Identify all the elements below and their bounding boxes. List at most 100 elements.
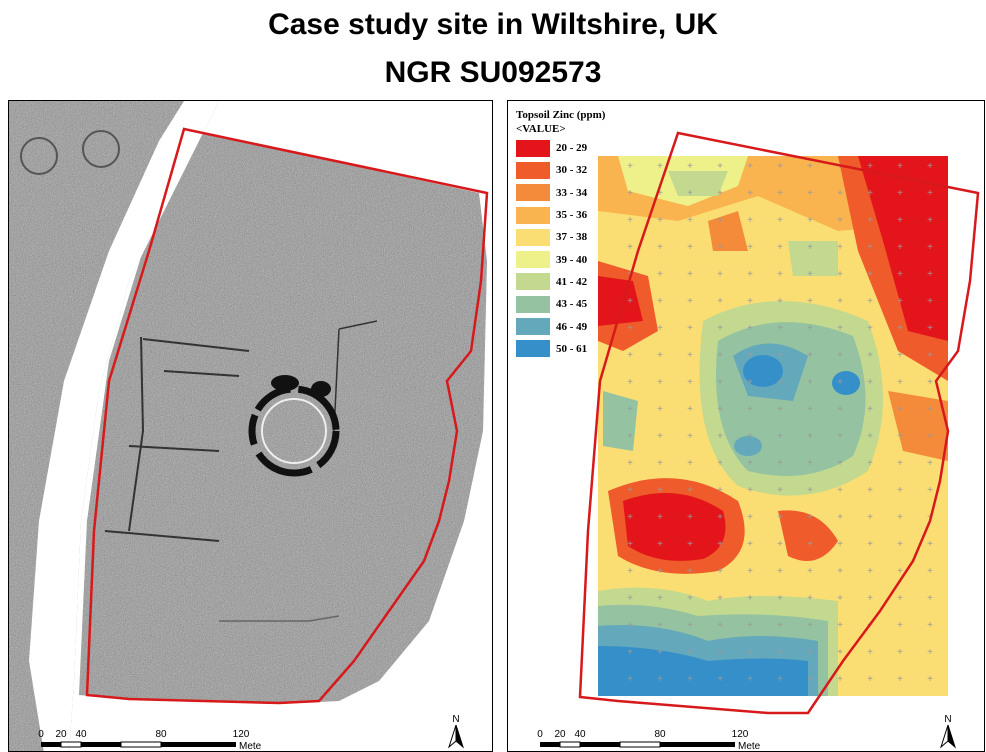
- sample-point: +: [717, 593, 723, 604]
- sample-point: +: [867, 431, 873, 442]
- sample-point: +: [867, 215, 873, 226]
- sample-point: +: [837, 404, 843, 415]
- sample-point: +: [837, 566, 843, 577]
- sample-point: +: [897, 674, 903, 685]
- sample-point: +: [927, 404, 933, 415]
- sample-point: +: [687, 188, 693, 199]
- sample-point: +: [717, 431, 723, 442]
- north-label: N: [452, 714, 459, 725]
- road-gap: [29, 101, 219, 751]
- sample-point: +: [927, 539, 933, 550]
- sample-point: +: [807, 296, 813, 307]
- sample-point: +: [747, 647, 753, 658]
- legend-swatch: [516, 139, 550, 157]
- sample-point: +: [807, 593, 813, 604]
- scale-tick-40-right: 40: [574, 729, 586, 740]
- sample-point: +: [837, 539, 843, 550]
- sample-point: +: [717, 539, 723, 550]
- sample-point: +: [687, 485, 693, 496]
- sample-point: +: [927, 674, 933, 685]
- sample-point: +: [837, 350, 843, 361]
- sample-point: +: [717, 215, 723, 226]
- scale-tick-80: 80: [155, 729, 167, 740]
- site-boundary-zinc: [578, 131, 980, 715]
- sample-point: +: [837, 215, 843, 226]
- sample-point: +: [837, 647, 843, 658]
- zinc-contours: [598, 156, 948, 696]
- legend-label: 37 - 38: [556, 231, 588, 244]
- legend-class-9: 50 - 61: [516, 338, 605, 360]
- sample-point: +: [747, 215, 753, 226]
- sample-point: +: [717, 323, 723, 334]
- sample-point: +: [777, 593, 783, 604]
- legend-label: 35 - 36: [556, 209, 588, 222]
- sample-point: +: [627, 674, 633, 685]
- legend-class-8: 46 - 49: [516, 315, 605, 337]
- sample-point: +: [807, 512, 813, 523]
- sample-point: +: [777, 323, 783, 334]
- sample-point: +: [777, 242, 783, 253]
- sample-point: +: [897, 350, 903, 361]
- sample-point: +: [657, 647, 663, 658]
- sample-point: +: [627, 161, 633, 172]
- sample-point: +: [687, 566, 693, 577]
- sample-point: +: [867, 512, 873, 523]
- legend-swatch: [516, 295, 550, 313]
- sample-point: +: [807, 161, 813, 172]
- sample-point: +: [627, 377, 633, 388]
- sample-point: +: [657, 620, 663, 631]
- sample-point: +: [897, 296, 903, 307]
- sample-point: +: [927, 242, 933, 253]
- geophysics-map-svg: [9, 101, 489, 751]
- legend-class-4: 37 - 38: [516, 226, 605, 248]
- sample-point: +: [867, 566, 873, 577]
- legend-label: 39 - 40: [556, 253, 588, 266]
- sample-point: +: [777, 566, 783, 577]
- sample-point: +: [687, 512, 693, 523]
- sample-point: +: [777, 458, 783, 469]
- sample-point: +: [657, 458, 663, 469]
- legend-swatch: [516, 206, 550, 224]
- sample-point: +: [807, 269, 813, 280]
- sample-point: +: [837, 593, 843, 604]
- sample-point: +: [927, 161, 933, 172]
- sample-point: +: [777, 188, 783, 199]
- sample-point: +: [657, 323, 663, 334]
- scale-tick-0: 0: [38, 729, 44, 740]
- sample-point: +: [717, 512, 723, 523]
- sample-point: +: [927, 296, 933, 307]
- sample-point: +: [777, 512, 783, 523]
- sample-point: +: [627, 188, 633, 199]
- sample-point: +: [927, 485, 933, 496]
- map-title-line1: Case study site in Wiltshire, UK: [268, 8, 718, 41]
- sample-point: +: [867, 296, 873, 307]
- sample-point: +: [837, 269, 843, 280]
- sample-point: +: [837, 431, 843, 442]
- zinc-map-panel: + + + + + + + + + + + + + + + + + + + + + + + + + + + + + + + + + + + + + + + +…: [507, 100, 985, 752]
- sample-point: +: [687, 377, 693, 388]
- sample-point: +: [657, 512, 663, 523]
- sample-point: +: [717, 404, 723, 415]
- sample-point: +: [837, 242, 843, 253]
- sample-point: +: [837, 323, 843, 334]
- sample-point: +: [927, 431, 933, 442]
- sample-point: +: [867, 674, 873, 685]
- sample-point: +: [807, 566, 813, 577]
- sample-point: +: [897, 566, 903, 577]
- sample-point: +: [927, 620, 933, 631]
- sample-point: +: [657, 215, 663, 226]
- sample-point: +: [747, 674, 753, 685]
- sample-point: +: [867, 323, 873, 334]
- sample-point: +: [687, 161, 693, 172]
- scale-tick-40: 40: [75, 729, 87, 740]
- sample-point: +: [777, 161, 783, 172]
- sample-point: +: [807, 485, 813, 496]
- sample-point: +: [867, 404, 873, 415]
- scale-bar-left: 0 20 40 80 120 Meters: [31, 721, 269, 751]
- sample-point: +: [687, 431, 693, 442]
- sample-point: +: [687, 458, 693, 469]
- sample-point: +: [807, 458, 813, 469]
- legend-label: 41 - 42: [556, 275, 588, 288]
- scale-tick-120: 120: [233, 729, 250, 740]
- legend-class-5: 39 - 40: [516, 248, 605, 270]
